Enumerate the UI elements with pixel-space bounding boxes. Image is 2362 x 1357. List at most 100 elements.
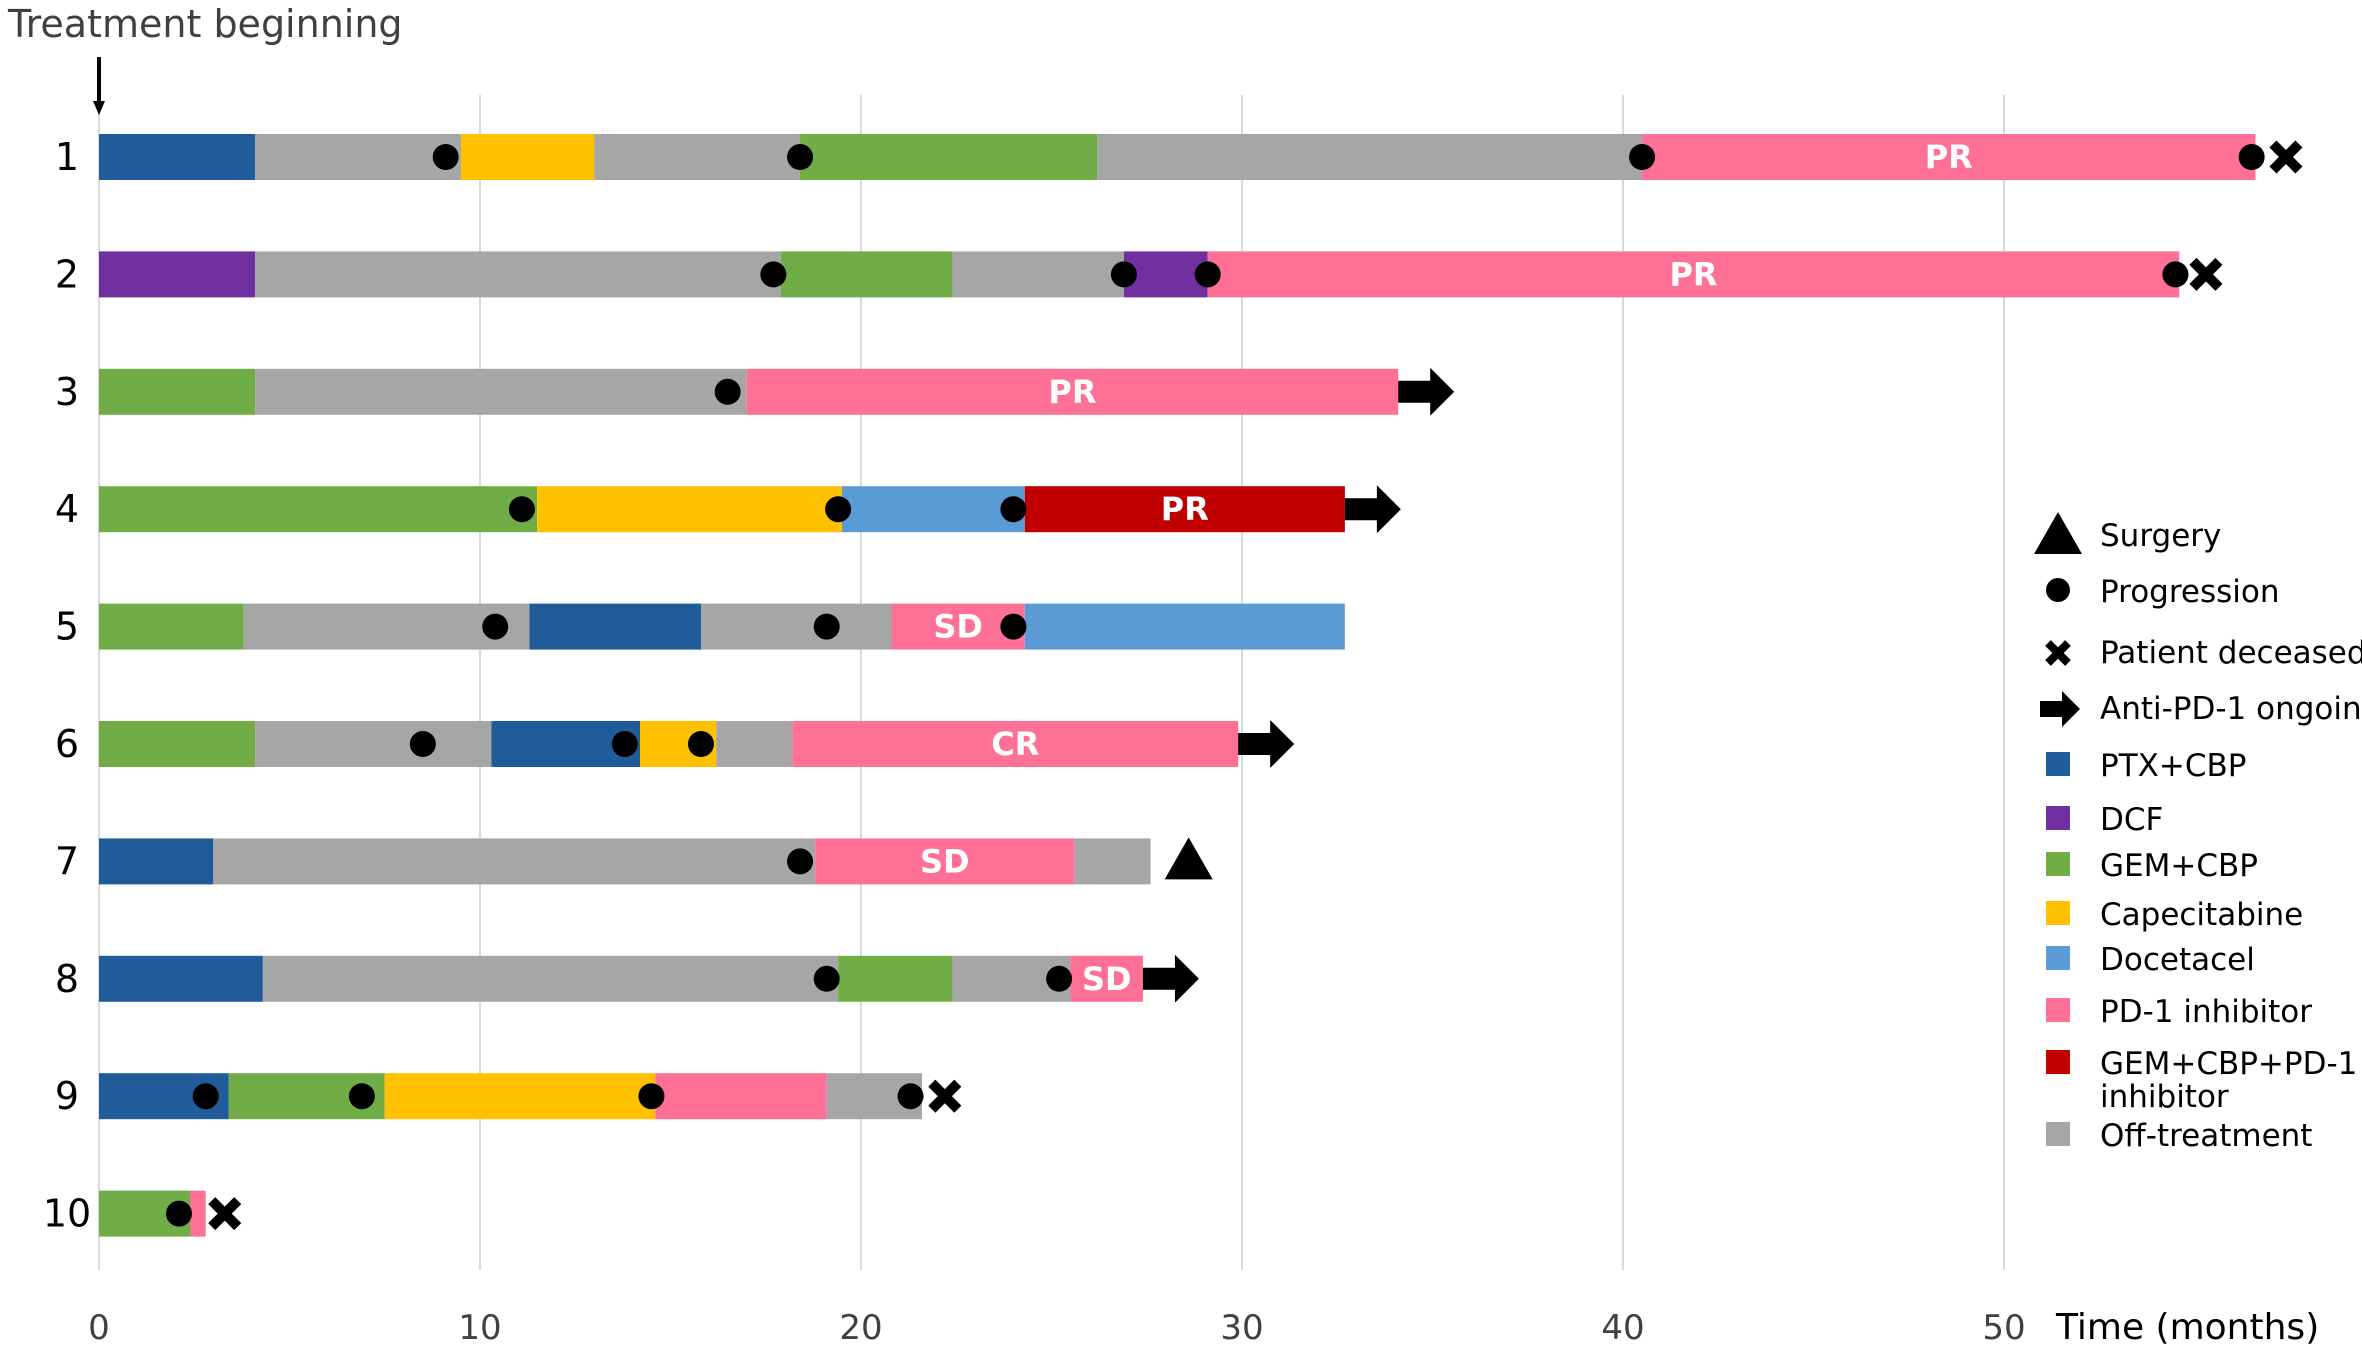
x-tick-label-30: 30 bbox=[1220, 1308, 1263, 1348]
legend-label: Off-treatment bbox=[2100, 1118, 2312, 1154]
ongoing-arrow bbox=[1398, 367, 1455, 416]
deceased-marker bbox=[928, 1079, 962, 1113]
x-tick-label-20: 20 bbox=[839, 1308, 882, 1348]
legend-label: PD-1 inhibitor bbox=[2100, 994, 2312, 1030]
bar-segment bbox=[99, 134, 256, 180]
bar-segment bbox=[213, 838, 816, 885]
progression-marker bbox=[508, 496, 535, 523]
bar-segment bbox=[99, 368, 256, 415]
progression-marker bbox=[1629, 144, 1656, 170]
bar-segment bbox=[1024, 603, 1345, 650]
legend-label: Progression bbox=[2100, 574, 2280, 610]
x-tick-label-10: 10 bbox=[458, 1308, 501, 1348]
patient-label-3: 3 bbox=[55, 370, 79, 414]
legend-label: Capecitabine bbox=[2100, 897, 2303, 933]
x-tick-label-40: 40 bbox=[1601, 1308, 1644, 1348]
deceased-marker bbox=[2189, 257, 2223, 291]
bar-segment bbox=[255, 251, 781, 298]
bar-segment bbox=[1123, 251, 1208, 298]
progression-marker bbox=[787, 848, 814, 875]
legend-ongoing-icon bbox=[2040, 691, 2080, 727]
bar-segment bbox=[1074, 838, 1151, 885]
response-label: CR bbox=[991, 725, 1039, 763]
bar-segment bbox=[255, 134, 461, 180]
legend-label: Patient deceased bbox=[2100, 635, 2362, 671]
legend-swatch bbox=[2046, 1050, 2070, 1074]
progression-marker bbox=[638, 1083, 665, 1110]
patient-label-9: 9 bbox=[55, 1074, 79, 1118]
response-label: SD bbox=[920, 842, 970, 880]
patient-label-4: 4 bbox=[55, 487, 79, 531]
bar-segment bbox=[1097, 134, 1643, 180]
patient-label-5: 5 bbox=[55, 605, 79, 649]
patient-label-7: 7 bbox=[55, 839, 79, 883]
progression-marker bbox=[432, 144, 459, 170]
deceased-marker bbox=[208, 1197, 242, 1231]
ongoing-arrow bbox=[1238, 720, 1295, 768]
bar-segment bbox=[838, 955, 953, 1002]
deceased-marker bbox=[2269, 140, 2303, 174]
patient-label-2: 2 bbox=[55, 252, 79, 296]
progression-marker bbox=[787, 144, 814, 170]
bars-layer: PR PR PR PR SD CR SD SD bbox=[99, 134, 2256, 1237]
legend-swatch bbox=[2046, 752, 2070, 776]
response-label: SD bbox=[933, 608, 983, 646]
legend-swatch bbox=[2046, 946, 2070, 970]
legend-swatch bbox=[2046, 852, 2070, 876]
bar-segment bbox=[594, 134, 801, 180]
bar-segment bbox=[99, 721, 256, 767]
patient-label-1: 1 bbox=[55, 135, 79, 179]
patient-label-10: 10 bbox=[43, 1192, 91, 1236]
legend-swatch bbox=[2046, 901, 2070, 925]
progression-marker bbox=[813, 965, 840, 992]
progression-marker bbox=[409, 731, 436, 757]
bar-segment bbox=[780, 251, 953, 298]
patient-label-6: 6 bbox=[55, 722, 79, 766]
legend-label: GEM+CBP+PD-1 inhibitor bbox=[2100, 1046, 2357, 1115]
bar-segment bbox=[255, 721, 492, 767]
bar-segment bbox=[529, 603, 701, 650]
patient-label-8: 8 bbox=[55, 957, 79, 1001]
bar-segment bbox=[99, 486, 538, 533]
bar-segment bbox=[243, 603, 530, 650]
bar-segment bbox=[800, 134, 1098, 180]
axis-layer: Treatment beginning Time (months) 0 10 20 3… bbox=[7, 2, 2319, 1348]
bar-segment bbox=[255, 368, 747, 415]
bar-segment bbox=[1024, 486, 1345, 533]
bar-segment bbox=[384, 1073, 656, 1120]
legend-swatch bbox=[2046, 1122, 2070, 1146]
legend-deceased-icon bbox=[2045, 640, 2071, 666]
legend-label: GEM+CBP bbox=[2100, 848, 2258, 884]
x-tick-label-50: 50 bbox=[1982, 1308, 2025, 1348]
progression-marker bbox=[1194, 261, 1221, 288]
bar-segment bbox=[1070, 955, 1143, 1002]
legend-label: Docetacel bbox=[2100, 942, 2255, 978]
response-label: PR bbox=[1925, 138, 1973, 176]
legend-swatch bbox=[2046, 998, 2070, 1022]
progression-marker bbox=[166, 1200, 193, 1227]
marker-layer bbox=[166, 140, 2303, 1231]
progression-marker bbox=[1000, 613, 1027, 640]
bar-segment bbox=[99, 603, 244, 650]
response-label: SD bbox=[1082, 960, 1132, 998]
legend-label: PTX+CBP bbox=[2100, 748, 2246, 784]
legend-progression-icon bbox=[2046, 578, 2070, 602]
bar-segment bbox=[746, 368, 1399, 415]
bar-segment bbox=[1207, 251, 2180, 298]
bar-segment bbox=[792, 721, 1239, 767]
bar-segment bbox=[99, 955, 263, 1002]
bar-segment bbox=[952, 251, 1124, 298]
legend-swatch bbox=[2046, 806, 2070, 830]
treatment-beginning-label: Treatment beginning bbox=[7, 2, 403, 46]
progression-marker bbox=[897, 1083, 924, 1110]
bar-segment bbox=[99, 838, 214, 885]
progression-marker bbox=[1110, 261, 1137, 288]
response-label: PR bbox=[1161, 490, 1209, 528]
progression-marker bbox=[687, 731, 714, 757]
x-axis-title: Time (months) bbox=[2055, 1307, 2319, 1348]
bar-segment bbox=[460, 134, 595, 180]
bar-segment bbox=[262, 955, 839, 1002]
progression-marker bbox=[611, 731, 638, 757]
